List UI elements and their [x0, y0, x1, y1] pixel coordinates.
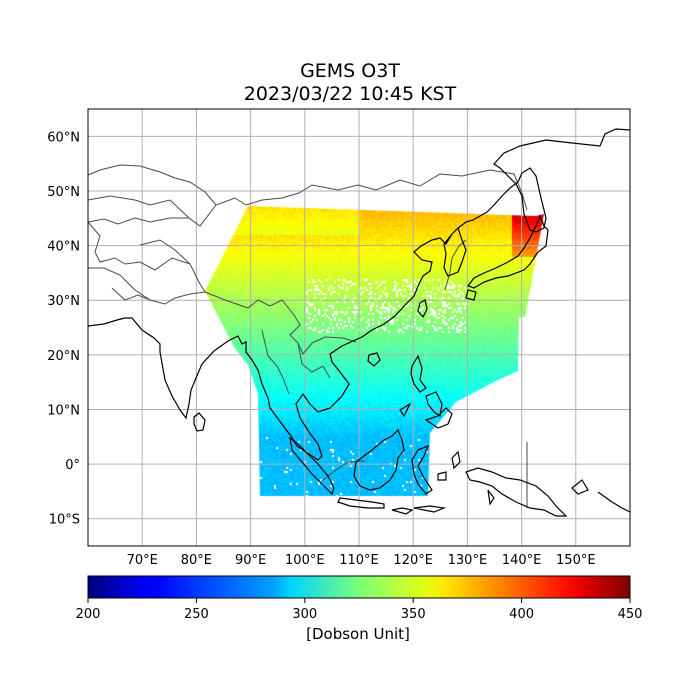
colorbar-tick-label: 300: [292, 607, 317, 622]
lat-tick-label: 20°N: [47, 349, 80, 364]
lat-tick-label: 0°: [65, 458, 80, 473]
lon-tick-label: 150°E: [556, 553, 596, 568]
colorbar-tick-label: 350: [401, 607, 426, 622]
lon-tick-label: 70°E: [127, 553, 158, 568]
lon-tick-label: 110°E: [339, 553, 379, 568]
lon-tick-label: 140°E: [502, 553, 542, 568]
land-outlines: [88, 128, 630, 517]
map-subtitle-timestamp: 2023/03/22 10:45 KST: [243, 83, 457, 105]
lon-tick-label: 120°E: [393, 553, 433, 568]
map-frame: [87, 108, 631, 547]
lon-tick-label: 100°E: [285, 553, 325, 568]
lat-tick-label: 60°N: [47, 130, 80, 145]
lon-tick-label: 90°E: [235, 553, 266, 568]
colorbar-gradient: [87, 575, 631, 599]
colorbar-label: [Dobson Unit]: [306, 625, 410, 643]
longitude-axis: 70°E 80°E 90°E 100°E 110°E 120°E 130°E 140°E 150…: [127, 553, 596, 568]
colorbar: 200 250 300 350 400 450: [76, 575, 643, 622]
lon-tick-label: 130°E: [448, 553, 488, 568]
colorbar-tick-label: 450: [618, 607, 643, 622]
lat-tick-label: 40°N: [47, 240, 80, 255]
colorbar-tick-label: 200: [76, 607, 101, 622]
lat-tick-label: 10°S: [49, 513, 80, 528]
lon-tick-label: 80°E: [181, 553, 212, 568]
colorbar-tick-label: 250: [184, 607, 209, 622]
colorbar-tick-label: 400: [509, 607, 534, 622]
latitude-axis: 60°N 50°N 40°N 30°N 20°N 10°N 0° 10°S: [47, 130, 80, 527]
map-gridlines: [88, 109, 630, 546]
lat-tick-label: 10°N: [47, 403, 80, 418]
coastlines: [88, 128, 630, 517]
colorbar-ticks: 200 250 300 350 400 450: [76, 598, 643, 622]
lat-tick-label: 30°N: [47, 294, 80, 309]
country-borders: [88, 164, 528, 508]
map-title: GEMS O3T: [300, 60, 400, 82]
lat-tick-label: 50°N: [47, 185, 80, 200]
